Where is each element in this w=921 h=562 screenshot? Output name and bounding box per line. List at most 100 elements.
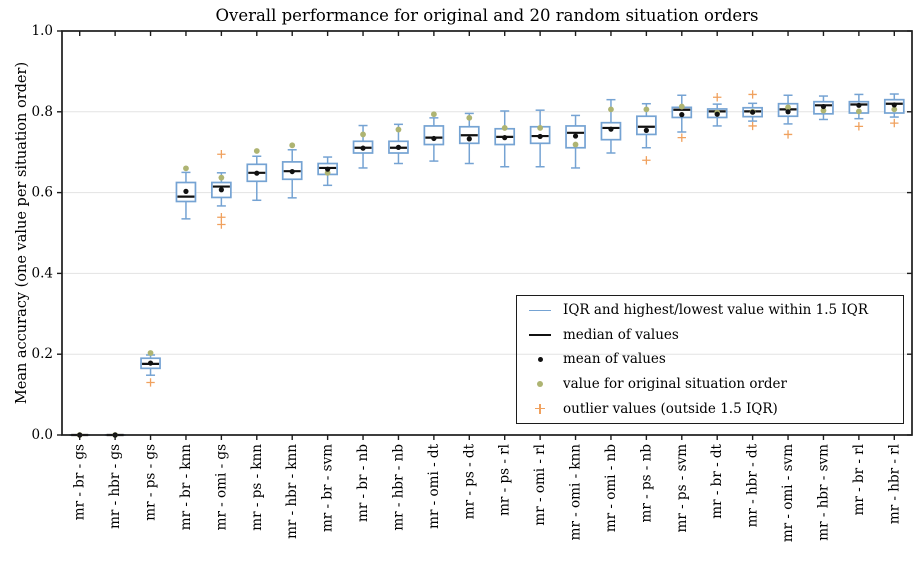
legend-item-iqr: IQR and highest/lowest value within 1.5 … bbox=[517, 302, 903, 318]
x-tick-label: mr - hbr - nb bbox=[390, 444, 406, 531]
boxplot-mr-ps-rl bbox=[494, 110, 516, 168]
boxplot-mr-hbr-svm bbox=[813, 95, 834, 121]
boxplot-mr-omi-svm bbox=[777, 94, 799, 139]
outlier-plus bbox=[217, 150, 226, 159]
original-value-dot bbox=[501, 125, 508, 131]
legend-item-label: IQR and highest/lowest value within 1.5 … bbox=[563, 302, 868, 319]
x-tick-label: mr - omi - dt bbox=[426, 443, 442, 528]
x-tick-label: mr - hbr - rl bbox=[886, 444, 902, 524]
original-value-dot bbox=[820, 107, 827, 114]
original-value-dot-icon bbox=[527, 381, 553, 388]
axes-frame bbox=[61, 30, 913, 436]
original-value-dot bbox=[289, 142, 296, 149]
outlier-plus-icon bbox=[527, 403, 553, 414]
x-tick-label: mr - br - rl bbox=[851, 444, 867, 515]
boxplot-mr-omi-gs bbox=[211, 150, 232, 229]
mean-dot bbox=[714, 111, 720, 117]
legend-item-label: mean of values bbox=[563, 351, 666, 368]
outlier-plus bbox=[713, 93, 722, 102]
outlier-plus bbox=[677, 133, 686, 142]
outlier-plus bbox=[748, 90, 757, 99]
boxplot-mr-hbr-rl bbox=[883, 93, 905, 128]
original-value-dot bbox=[572, 141, 579, 148]
boxplot-mr-hbr-knn bbox=[281, 142, 303, 199]
legend-item-label: outlier values (outside 1.5 IQR) bbox=[563, 400, 778, 417]
boxplot-mr-omi-knn bbox=[565, 114, 586, 169]
boxplot-mr-ps-gs bbox=[140, 350, 161, 387]
outlier-plus bbox=[890, 118, 899, 128]
x-tick-label: mr - omi - rl bbox=[532, 444, 548, 526]
mean-dot bbox=[431, 135, 437, 142]
mean-dot bbox=[679, 112, 685, 118]
x-tick-label: mr - ps - rl bbox=[497, 444, 513, 516]
x-tick-label: mr - omi - gs bbox=[213, 444, 229, 530]
iqr-box bbox=[423, 125, 445, 146]
x-tick-label: mr - omi - knn bbox=[568, 444, 584, 541]
original-value-dot bbox=[678, 103, 685, 110]
mean-dot bbox=[289, 168, 295, 175]
boxplot-mr-omi-dt bbox=[423, 111, 445, 162]
original-value-dot bbox=[785, 104, 791, 111]
outlier-plus bbox=[642, 156, 651, 165]
mean-dot bbox=[643, 127, 649, 133]
x-tick-label: mr - ps - knn bbox=[249, 444, 265, 531]
boxplot-mr-ps-dt bbox=[458, 112, 480, 165]
outlier-plus bbox=[217, 220, 226, 229]
y-tick-label: 0.0 bbox=[32, 427, 53, 443]
mean-dot bbox=[572, 133, 579, 139]
mean-dot bbox=[147, 360, 154, 366]
boxplot-mr-br-dt bbox=[706, 93, 728, 127]
original-value-dot bbox=[855, 108, 862, 115]
x-tick-label: mr - ps - dt bbox=[461, 443, 477, 519]
mean-dot bbox=[325, 166, 331, 172]
mean-dot bbox=[183, 188, 189, 194]
legend: IQR and highest/lowest value within 1.5 … bbox=[516, 295, 904, 424]
original-value-dot bbox=[360, 131, 366, 138]
mean-dot bbox=[608, 126, 614, 132]
boxplot-mr-br-nb bbox=[352, 124, 374, 169]
x-tick-label: mr - ps - nb bbox=[638, 444, 654, 522]
boxplot-mr-omi-rl bbox=[529, 109, 551, 168]
original-value-dot bbox=[324, 169, 331, 176]
original-value-dot bbox=[891, 106, 898, 113]
boxplot-mr-ps-nb bbox=[636, 102, 657, 165]
x-tick-label: mr - br - dt bbox=[709, 443, 725, 518]
boxplot-mr-omi-nb bbox=[600, 98, 622, 154]
y-tick-label: 0.8 bbox=[32, 104, 53, 120]
y-tick-label: 0.6 bbox=[32, 185, 53, 201]
mean-dot bbox=[395, 144, 402, 150]
mean-dot bbox=[466, 136, 472, 142]
y-tick-label: 1.0 bbox=[32, 23, 53, 39]
mean-dot bbox=[254, 170, 260, 176]
mean-dot bbox=[218, 187, 224, 193]
original-value-dot bbox=[430, 111, 437, 118]
legend-item-mean: mean of values bbox=[517, 351, 903, 367]
legend-item-label: value for original situation order bbox=[563, 376, 787, 393]
x-tick-label: mr - omi - svm bbox=[780, 444, 796, 542]
outlier-plus bbox=[748, 121, 757, 131]
mean-dot bbox=[856, 102, 862, 108]
original-value-dot bbox=[183, 165, 189, 172]
mean-dot bbox=[502, 135, 508, 141]
iqr-line-icon bbox=[527, 309, 553, 311]
outlier-plus bbox=[783, 130, 793, 139]
x-tick-label: mr - br - gs bbox=[72, 444, 88, 520]
x-tick-label: mr - hbr - svm bbox=[815, 444, 831, 541]
boxplot-mr-hbr-nb bbox=[388, 123, 409, 165]
legend-item-label: median of values bbox=[563, 326, 679, 343]
boxplot-mr-ps-knn bbox=[246, 148, 268, 202]
mean-dot bbox=[750, 109, 756, 115]
legend-item-outlier: outlier values (outside 1.5 IQR) bbox=[517, 401, 903, 417]
mean-dot bbox=[360, 145, 366, 151]
original-value-dot bbox=[608, 106, 614, 113]
boxplot-mr-br-svm bbox=[317, 156, 338, 187]
y-axis-label: Mean accuracy (one value per situation o… bbox=[14, 61, 30, 405]
x-tick-label: mr - br - svm bbox=[320, 444, 336, 532]
y-tick-label: 0.4 bbox=[32, 265, 53, 281]
x-tick-label: mr - ps - svm bbox=[674, 444, 690, 533]
boxplot-mr-br-knn bbox=[175, 165, 197, 220]
legend-item-original: value for original situation order bbox=[517, 376, 903, 392]
legend-item-median: median of values bbox=[517, 327, 903, 343]
